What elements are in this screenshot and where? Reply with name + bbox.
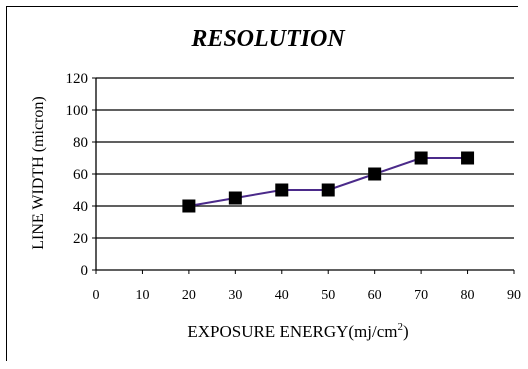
x-axis-label: EXPOSURE ENERGY(mj/cm2) [187, 321, 408, 341]
x-tick-label: 10 [135, 288, 149, 303]
x-tick-label: 20 [182, 288, 196, 303]
data-point-marker [414, 151, 428, 165]
grid-lines [96, 77, 514, 239]
data-point-marker [461, 151, 475, 165]
data-points [182, 151, 475, 213]
y-axis-label: LINE WIDTH (micron) [30, 96, 47, 249]
data-point-marker [321, 183, 335, 197]
data-point-marker [182, 199, 196, 213]
y-tick-label: 80 [73, 135, 88, 151]
y-tick-label: 40 [73, 199, 88, 215]
x-tick-label: 60 [368, 288, 382, 303]
x-tick-label: 50 [321, 288, 335, 303]
y-tick-label: 100 [66, 103, 89, 119]
data-point-marker [275, 183, 289, 197]
x-tick-label: 40 [275, 288, 289, 303]
chart-title: RESOLUTION [190, 26, 346, 52]
data-point-marker [228, 191, 242, 205]
y-tick-label: 120 [66, 71, 89, 87]
axes [92, 77, 515, 274]
y-tick-label: 0 [81, 263, 89, 279]
x-tick-label: 0 [93, 288, 100, 303]
x-tick-label: 80 [461, 288, 475, 303]
data-point-marker [368, 167, 382, 181]
x-axis-label-superscript: 2 [397, 321, 403, 333]
x-tick-label: 90 [507, 288, 521, 303]
x-axis-label-suffix: ) [403, 322, 409, 341]
chart-frame [6, 6, 518, 361]
y-tick-label: 60 [73, 167, 88, 183]
y-tick-label: 20 [73, 231, 88, 247]
x-tick-label: 30 [228, 288, 242, 303]
x-axis-label-main: EXPOSURE ENERGY(mj/cm [187, 322, 397, 341]
x-tick-label: 70 [414, 288, 428, 303]
y-tick-labels: 0 20 40 60 80 100 120 [66, 71, 89, 279]
x-tick-labels: 0 10 20 30 40 50 60 70 80 90 [93, 288, 522, 303]
